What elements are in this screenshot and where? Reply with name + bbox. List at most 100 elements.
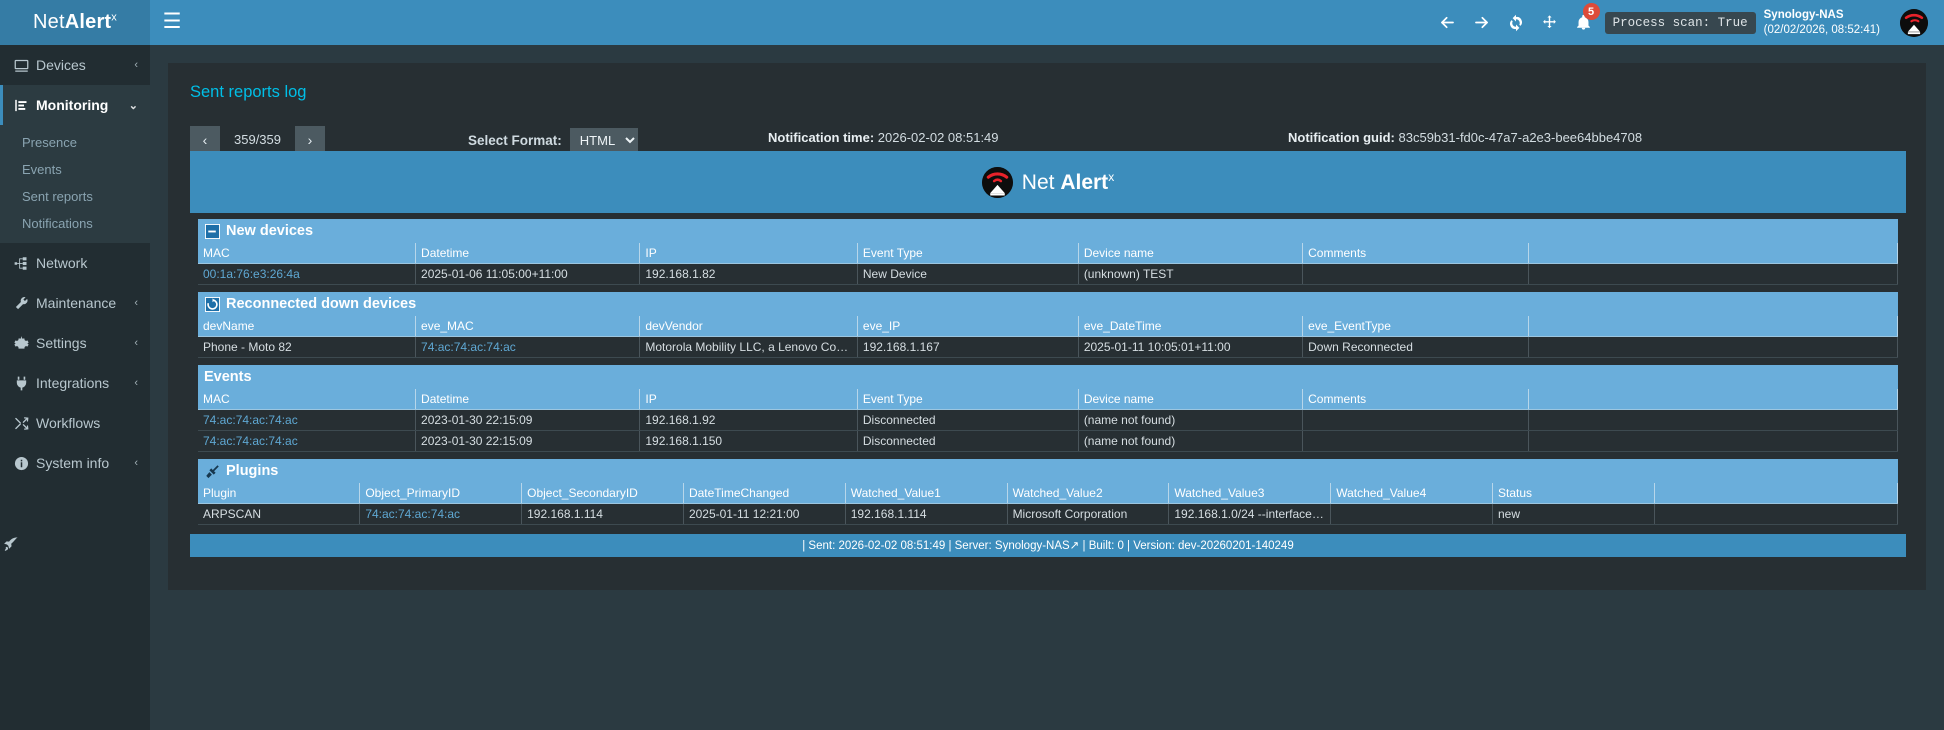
sidebar-item-integrations[interactable]: Integrations ‹ [0,363,150,403]
section-title-label: Events [204,369,252,385]
table-header-row: devName eve_MAC devVendor eve_IP eve_Dat… [198,316,1898,337]
avatar-image [1900,8,1928,37]
column-header: Watched_Value1 [845,483,1008,504]
next-report-button[interactable]: › [295,126,325,153]
sidebar-item-workflows[interactable]: Workflows [0,403,150,443]
sent-reports-panel: Sent reports log ‹ 359/359 › Select Form… [168,63,1926,590]
column-header: Comments [1302,243,1530,264]
section-title: New devices [198,219,1898,243]
sidebar-item-devices[interactable]: Devices ‹ [0,45,150,85]
column-header: Watched_Value2 [1007,483,1170,504]
column-header: Plugin [198,483,361,504]
table-row: 74:ac:74:ac:74:ac 2023-01-30 22:15:09 19… [198,409,1898,431]
chevron-left-icon: ‹ [134,377,138,389]
section-title: Events [198,365,1898,389]
column-header: Event Type [857,389,1079,410]
chevron-left-icon: ‹ [134,297,138,309]
chevron-left-icon: ‹ [134,337,138,349]
notification-guid: Notification guid: 83c59b31-fd0c-47a7-a2… [1288,130,1642,145]
netalertx-logo [981,166,1013,198]
gear-icon [14,336,36,351]
report-title-light: Net [1021,170,1055,194]
section-title: Reconnected down devices [198,292,1898,316]
brand-text-sup: x [111,11,117,24]
column-header: IP [639,389,858,410]
rocket-icon [2,536,19,556]
cell-comments [1302,263,1530,285]
cell-spacer [1528,430,1898,452]
section-plugins: Plugins Plugin Object_PrimaryID Object_S… [198,459,1899,525]
cell-object-primary-id[interactable]: 74:ac:74:ac:74:ac [359,503,523,525]
report-toolbar: ‹ 359/359 › Select Format: HTML TEXT JSO… [168,118,1926,166]
report-footer: | Sent: 2026-02-02 08:51:49 | Server: Sy… [190,534,1906,557]
sidebar-item-presence[interactable]: Presence [22,135,77,150]
column-header-spacer [1654,483,1899,504]
hamburger-icon[interactable]: ☰ [162,10,182,33]
cell-mac[interactable]: 74:ac:74:ac:74:ac [198,430,417,452]
column-header: Datetime [415,243,641,264]
cell-device-name: (name not found) [1078,409,1304,431]
column-header: IP [639,243,858,264]
sidebar-item-network[interactable]: Network [0,243,150,283]
prev-report-button[interactable]: ‹ [190,126,220,153]
plug-icon [14,376,36,391]
cell-event-type: Disconnected [857,430,1079,452]
sidebar-item-monitoring[interactable]: Monitoring ⌄ [0,85,150,125]
refresh-icon[interactable] [1499,0,1533,45]
brand-text-bold: Alert [64,11,112,33]
sidebar-item-maintenance[interactable]: Maintenance ‹ [0,283,150,551]
column-header: devVendor [639,316,858,337]
cell-mac[interactable]: 74:ac:74:ac:74:ac [198,409,417,431]
sidebar-item-label: Devices [36,57,86,73]
notification-time-label: Notification time: [768,130,875,145]
column-header: devName [198,316,417,337]
page-title: Sent reports log [190,83,307,101]
network-icon [14,256,36,271]
sidebar-item-label: Monitoring [36,97,109,113]
wrench-icon [14,296,36,311]
chevron-left-icon: ‹ [134,59,138,71]
column-header-spacer [1528,389,1898,410]
cell-eve-mac[interactable]: 74:ac:74:ac:74:ac [415,336,641,358]
cell-event-type: Disconnected [857,409,1079,431]
cell-ip: 192.168.1.82 [639,263,858,285]
top-bar: NetAlertx ☰ 5 Process scan: True Synolog… [0,0,1944,45]
table-row: 00:1a:76:e3:26:4a 2025-01-06 11:05:00+11… [198,263,1898,285]
cell-comments [1302,430,1530,452]
cell-spacer [1528,263,1898,285]
minus-box-icon [204,223,220,239]
info-icon [14,456,36,471]
column-header: eve_DateTime [1078,316,1304,337]
table-row: 74:ac:74:ac:74:ac 2023-01-30 22:15:09 19… [198,430,1898,452]
cell-eve-ip: 192.168.1.167 [857,336,1079,358]
sidebar-item-notifications[interactable]: Notifications [22,216,93,231]
shuffle-icon [14,416,36,431]
chevron-down-icon: ⌄ [128,99,138,112]
move-icon[interactable] [1533,0,1567,45]
bell-icon[interactable]: 5 [1567,0,1601,45]
top-bar-actions: 5 Process scan: True Synology-NAS (02/02… [1431,0,1944,45]
back-arrow-icon[interactable] [1431,0,1465,45]
cell-mac[interactable]: 00:1a:76:e3:26:4a [198,263,417,285]
cell-watched-value-1: 192.168.1.114 [845,503,1008,525]
section-reconnected-down-devices: Reconnected down devices devName eve_MAC… [198,292,1898,358]
column-header: eve_MAC [415,316,641,337]
pagination: ‹ 359/359 › [190,126,325,153]
section-title-label: Plugins [226,463,279,479]
host-time: (02/02/2026, 08:52:41) [1763,23,1880,36]
sidebar-item-settings[interactable]: Settings ‹ [0,323,150,363]
events-table: MAC Datetime IP Event Type Device name C… [198,389,1898,452]
app-brand[interactable]: NetAlertx [0,0,150,45]
avatar[interactable] [1894,0,1934,45]
table-row: Phone - Moto 82 74:ac:74:ac:74:ac Motoro… [198,336,1898,358]
forward-arrow-icon[interactable] [1465,0,1499,45]
cell-eve-datetime: 2025-01-11 10:05:01+11:00 [1078,336,1304,358]
column-header: Watched_Value4 [1330,483,1493,504]
sidebar-item-system-info[interactable]: System info ‹ [0,443,150,483]
cell-watched-value-3: 192.168.1.0/24 --interface=eth1 [1168,503,1332,525]
format-select[interactable]: HTML TEXT JSON [569,128,638,153]
sidebar-item-events[interactable]: Events [22,162,62,177]
monitor-icon [14,58,36,73]
sidebar-item-sent-reports[interactable]: Sent reports [22,189,93,204]
report-title-sup: x [1108,169,1115,184]
